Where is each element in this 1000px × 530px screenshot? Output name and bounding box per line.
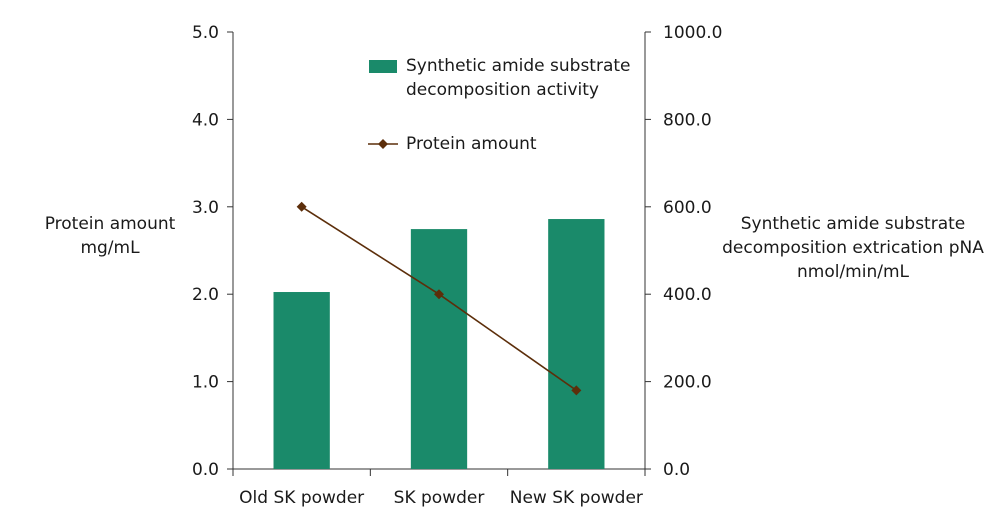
right-y-ticks: 0.0 200.0 400.0 600.0 800.0 1000.0 [645, 23, 722, 480]
left-axis-label: Protein amount mg/mL [20, 212, 200, 260]
left-tick-label: 2.0 [192, 285, 219, 305]
right-axis-label-line: Synthetic amide substrate [740, 214, 966, 234]
legend-line-marker [378, 139, 388, 149]
left-tick-label: 3.0 [192, 198, 219, 218]
bar-series [273, 219, 605, 469]
bar [273, 292, 330, 469]
left-tick-label: 0.0 [192, 460, 219, 480]
left-axis-label-line: Protein amount [44, 214, 176, 234]
right-tick-label: 400.0 [663, 285, 712, 305]
right-axis-label: Synthetic amide substrate decomposition … [718, 212, 988, 284]
line-point [296, 201, 307, 212]
legend-bar-swatch [369, 60, 397, 73]
line-point [571, 385, 582, 396]
left-axis-label-line: mg/mL [80, 238, 140, 258]
bar [548, 219, 605, 469]
legend-marks [368, 60, 398, 149]
line-point [434, 289, 444, 300]
right-tick-label: 800.0 [663, 110, 712, 130]
line-markers [296, 201, 582, 396]
right-tick-label: 600.0 [663, 198, 712, 218]
legend-line-label: Protein amount [406, 134, 537, 154]
bar [410, 229, 468, 469]
right-axis-label-line: decomposition extrication pNA [722, 238, 984, 258]
right-tick-label: 1000.0 [663, 23, 722, 43]
left-y-ticks: 0.0 1.0 2.0 3.0 4.0 5.0 [192, 23, 233, 480]
left-tick-label: 1.0 [192, 373, 219, 393]
right-axis-label-line: nmol/min/mL [796, 262, 909, 282]
legend-bar-label-line: decomposition activity [406, 80, 599, 100]
right-tick-label: 200.0 [663, 373, 712, 393]
legend-bar-label: Synthetic amide substrate decomposition … [406, 54, 631, 102]
right-tick-label: 0.0 [663, 460, 690, 480]
left-tick-label: 5.0 [192, 23, 219, 43]
left-tick-label: 4.0 [192, 110, 219, 130]
x-category-label: SK powder [394, 488, 485, 508]
x-category-label: Old SK powder [239, 488, 364, 508]
x-category-label: New SK powder [510, 488, 643, 508]
legend-bar-label-line: Synthetic amide substrate [406, 56, 631, 76]
x-ticks: Old SK powder SK powder New SK powder [232, 469, 646, 508]
